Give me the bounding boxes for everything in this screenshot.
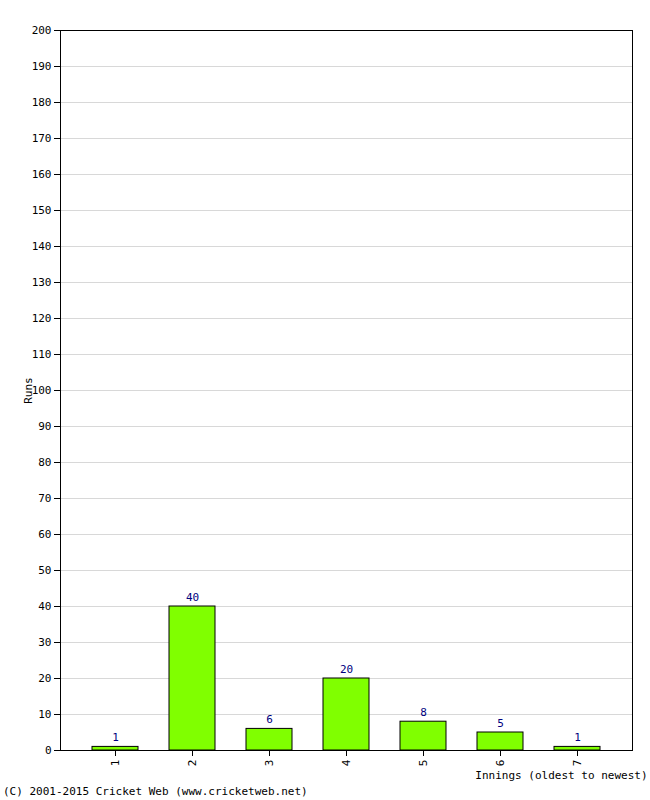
svg-text:50: 50 [38,564,51,577]
svg-text:5: 5 [417,760,430,767]
svg-text:5: 5 [497,717,504,730]
svg-text:0: 0 [45,744,52,757]
svg-text:160: 160 [32,168,52,181]
svg-text:40: 40 [186,591,199,604]
svg-text:40: 40 [38,600,51,613]
svg-text:70: 70 [38,492,51,505]
svg-text:140: 140 [32,240,52,253]
svg-text:Runs: Runs [22,377,35,404]
svg-text:180: 180 [32,96,52,109]
svg-text:60: 60 [38,528,51,541]
svg-text:10: 10 [38,708,51,721]
html-text:(C) 2001-2015 Cricket Web (www: (C) 2001-2015 Cricket Web (www.cricketwe… [3,785,308,798]
svg-text:3: 3 [263,760,276,767]
svg-text:Innings (oldest to newest): Innings (oldest to newest) [475,769,647,782]
svg-text:200: 200 [32,24,52,37]
svg-text:7: 7 [571,760,584,767]
svg-text:100: 100 [31,384,52,397]
svg-text:130: 130 [32,276,52,289]
svg-text:6: 6 [494,760,507,767]
svg-text:90: 90 [38,420,51,433]
svg-text:6: 6 [266,713,273,726]
svg-text:2: 2 [186,760,199,767]
svg-text:20: 20 [38,672,51,685]
svg-text:1: 1 [109,760,122,767]
svg-text:80: 80 [38,456,51,469]
svg-text:150: 150 [32,204,52,217]
svg-text:8: 8 [420,706,427,719]
svg-text:30: 30 [38,636,51,649]
svg-text:4: 4 [340,759,353,766]
svg-text:20: 20 [340,663,353,676]
svg-text:120: 120 [32,312,52,325]
svg-text:110: 110 [32,348,52,361]
svg-text:1: 1 [112,731,119,744]
svg-text:170: 170 [32,132,52,145]
svg-text:1: 1 [574,731,581,744]
svg-text:190: 190 [32,60,52,73]
